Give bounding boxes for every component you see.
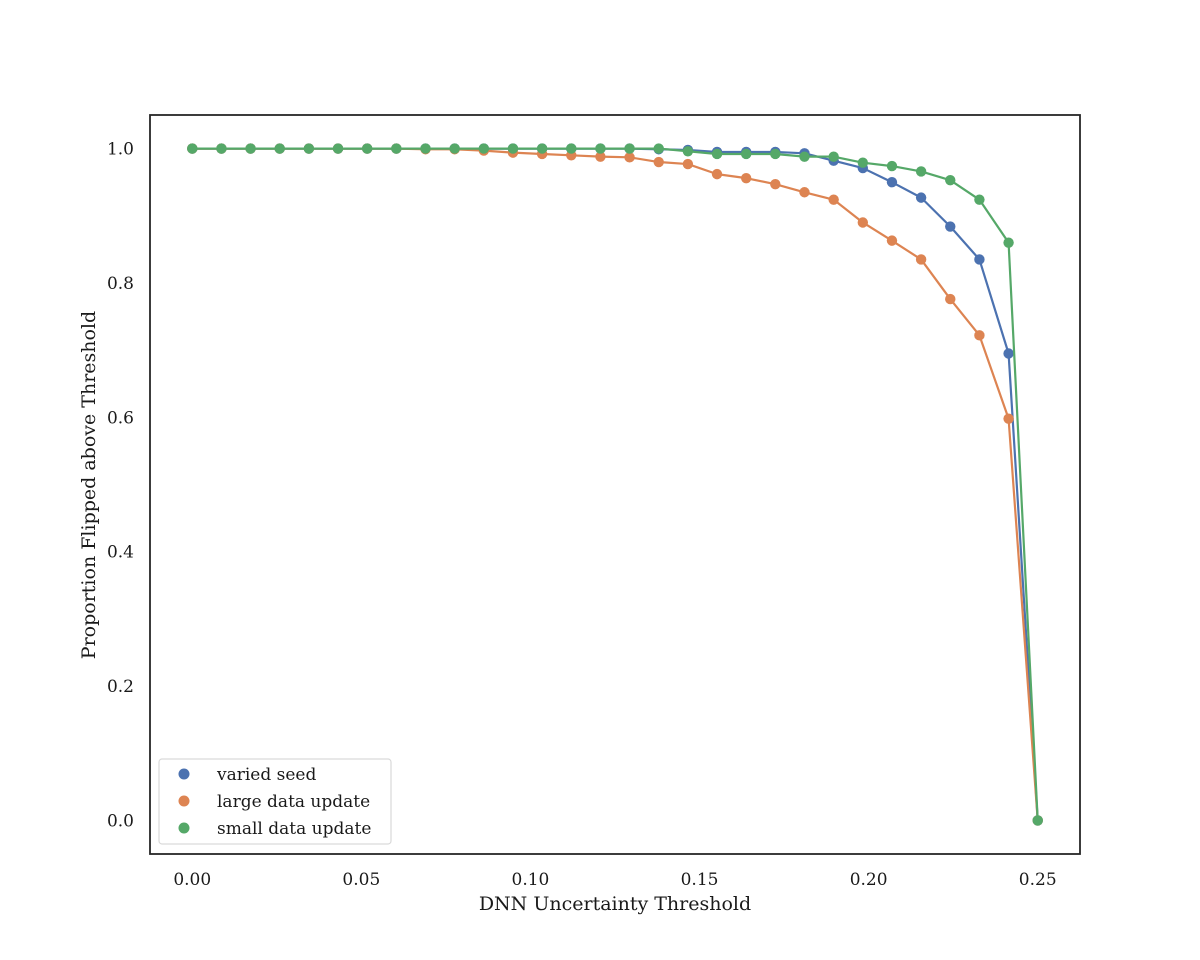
legend-box	[158, 758, 392, 845]
data-point	[770, 148, 781, 160]
x-tick-label: 0.00	[173, 870, 211, 890]
legend-marker	[178, 822, 190, 834]
data-point	[1003, 348, 1014, 359]
x-axis-label: DNN Uncertainty Threshold	[479, 893, 751, 915]
data-point	[478, 143, 490, 154]
legend-label: varied seed	[216, 765, 316, 785]
data-point	[1003, 237, 1014, 248]
data-point	[1003, 413, 1014, 424]
data-point	[945, 293, 956, 305]
data-point	[740, 148, 752, 160]
data-point	[886, 176, 898, 188]
data-point	[391, 143, 402, 154]
plot-area	[187, 143, 1043, 826]
y-tick-label: 0.2	[107, 677, 134, 697]
data-point	[974, 330, 985, 341]
data-point	[332, 143, 344, 154]
legend-item: varied seed	[178, 765, 316, 785]
data-point	[653, 156, 664, 168]
data-point	[507, 143, 519, 154]
data-point	[1032, 815, 1043, 826]
data-point	[595, 143, 606, 154]
data-point	[974, 194, 985, 205]
data-point	[857, 157, 869, 168]
data-point	[449, 143, 460, 154]
data-point	[945, 174, 956, 186]
legend-marker	[178, 795, 190, 807]
data-point	[740, 172, 752, 184]
data-point	[857, 217, 869, 228]
y-tick-label: 0.6	[107, 408, 134, 428]
x-tick-label: 0.25	[1019, 870, 1057, 890]
data-point	[886, 160, 898, 172]
legend-marker	[178, 768, 190, 780]
x-tick-label: 0.05	[342, 870, 380, 890]
data-point	[799, 151, 810, 162]
data-point	[682, 146, 694, 157]
legend-item: large data update	[178, 792, 370, 812]
data-point	[886, 235, 898, 246]
data-point	[915, 254, 927, 265]
data-point	[770, 179, 781, 190]
x-tick-label: 0.10	[512, 870, 550, 890]
data-point	[536, 143, 548, 154]
data-point	[187, 143, 198, 154]
y-axis-label: Proportion Flipped above Threshold	[78, 311, 100, 659]
data-point	[595, 151, 606, 162]
series-3	[187, 143, 1043, 826]
legend-label: large data update	[217, 792, 370, 812]
y-tick-label: 1.0	[107, 140, 134, 160]
data-point	[653, 143, 664, 154]
data-point	[245, 143, 256, 154]
y-tick-label: 0.8	[107, 274, 134, 294]
plot-frame	[149, 114, 1081, 855]
legend-item: small data update	[178, 819, 371, 839]
data-point	[711, 168, 723, 180]
legend-label: small data update	[217, 819, 371, 839]
x-tick-label: 0.15	[681, 870, 719, 890]
data-point	[711, 148, 723, 160]
data-point	[828, 194, 839, 205]
data-point	[216, 143, 227, 154]
legend: varied seed large data update small data u…	[158, 758, 392, 845]
data-point	[945, 221, 956, 232]
data-point	[274, 143, 285, 154]
x-tick-label: 0.20	[850, 870, 888, 890]
data-point	[915, 192, 927, 203]
data-point	[915, 166, 927, 177]
data-point	[303, 143, 315, 154]
axes: 0.00 0.05 0.10 0.15 0.20 0.25 0.0 0.2 0.4 0.6 0.8 1…	[107, 114, 1081, 890]
data-point	[974, 254, 985, 265]
data-point	[566, 143, 577, 154]
data-point	[799, 187, 810, 198]
y-tick-label: 0.4	[107, 543, 134, 563]
data-point	[828, 151, 839, 162]
data-point	[420, 143, 431, 154]
y-tick-label: 0.0	[107, 811, 134, 831]
data-point	[361, 143, 373, 154]
data-point	[624, 152, 635, 163]
data-point	[682, 158, 694, 170]
data-point	[624, 143, 635, 154]
